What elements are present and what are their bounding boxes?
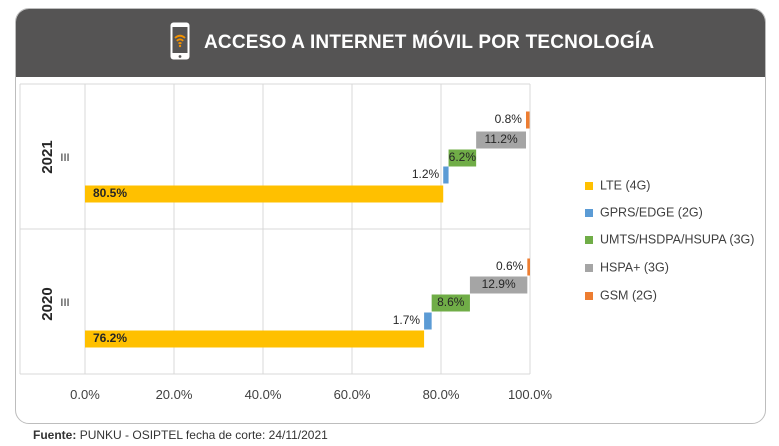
quarter-label: III <box>60 152 69 164</box>
data-label: 12.9% <box>482 277 516 291</box>
legend-swatch <box>585 264 593 272</box>
data-label: 8.6% <box>437 295 465 309</box>
data-label: 0.6% <box>496 259 524 273</box>
year-label: 2020 <box>39 287 56 320</box>
quarter-label: III <box>60 297 69 309</box>
bar-hspa-2021 <box>476 131 526 149</box>
data-label: 1.7% <box>393 313 421 327</box>
x-tick-label: 100.0% <box>508 387 553 402</box>
chart-card: ACCESO A INTERNET MÓVIL POR TECNOLOGÍA <box>15 8 766 424</box>
legend-entry: LTE (4G) <box>600 178 650 192</box>
legend-entry: HSPA+ (3G) <box>600 260 669 274</box>
data-label: 11.2% <box>485 132 518 146</box>
footer-text: PUNKU - OSIPTEL fecha de corte: 24/11/20… <box>79 428 328 442</box>
legend-swatch <box>585 182 593 190</box>
bar-lte-2020 <box>85 330 425 348</box>
data-label: 80.5% <box>93 186 127 200</box>
chart-title: ACCESO A INTERNET MÓVIL POR TECNOLOGÍA <box>204 32 655 53</box>
legend-swatch <box>585 209 593 217</box>
bar-gprsedge-2020 <box>424 312 432 330</box>
data-label: 1.2% <box>412 167 440 181</box>
data-label: 76.2% <box>93 331 127 345</box>
x-tick-label: 0.0% <box>70 387 100 402</box>
footer-label: Fuente: <box>33 428 77 442</box>
x-tick-label: 80.0% <box>423 387 460 402</box>
legend-entry: UMTS/HSDPA/HSUPA (3G) <box>600 232 754 246</box>
legend-entry: GPRS/EDGE (2G) <box>600 205 703 219</box>
bar-lte-2021 <box>85 185 444 203</box>
footer-source: Fuente: PUNKU - OSIPTEL fecha de corte: … <box>33 428 328 442</box>
year-label: 2021 <box>39 140 56 173</box>
header-bar: ACCESO A INTERNET MÓVIL POR TECNOLOGÍA <box>16 9 765 77</box>
legend-swatch <box>585 236 593 244</box>
smartphone-wifi-icon <box>170 22 190 60</box>
legend-swatch <box>585 292 593 300</box>
x-tick-label: 40.0% <box>245 387 282 402</box>
x-tick-label: 60.0% <box>334 387 371 402</box>
data-label: 6.2% <box>449 150 477 164</box>
bar-gsm-2021 <box>525 111 530 129</box>
bar-umtshsdpahsupa-2021 <box>448 149 477 167</box>
bar-gprsedge-2021 <box>443 166 449 184</box>
bar-hspa-2020 <box>469 276 528 294</box>
x-tick-label: 20.0% <box>156 387 193 402</box>
data-label: 0.8% <box>495 112 523 126</box>
bar-gsm-2020 <box>527 258 530 276</box>
legend-entry: GSM (2G) <box>600 288 657 302</box>
bar-umtshsdpahsupa-2020 <box>431 294 470 312</box>
